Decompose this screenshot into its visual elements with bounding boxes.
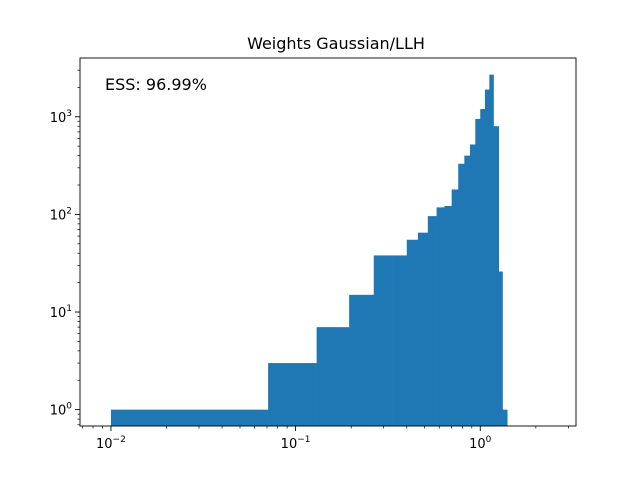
histogram-bar-0 (110, 409, 269, 426)
y-tick-label-2: 102 (50, 206, 72, 223)
y-tick-label-0: 100 (50, 402, 73, 419)
histogram-bar-18 (489, 74, 494, 426)
histogram-bar-7 (417, 232, 429, 426)
histogram-bar-1 (268, 363, 317, 426)
histogram-bar-14 (470, 144, 476, 426)
histogram-bar-17 (484, 89, 490, 426)
y-tick-label-1: 101 (50, 304, 72, 321)
histogram-bar-21 (502, 409, 508, 426)
plot-frame (79, 57, 577, 427)
histogram-bar-9 (436, 207, 445, 426)
histogram-bar-8 (427, 216, 437, 426)
x-tick-label-1: 10−1 (281, 435, 311, 452)
chart-title: Weights Gaussian/LLH (247, 34, 425, 53)
x-tick-label-2: 100 (469, 435, 492, 452)
ess-annotation: ESS: 96.99% (105, 75, 207, 94)
histogram-bar-12 (458, 163, 465, 426)
histogram-bar-16 (480, 109, 486, 427)
x-tick-label-0: 10−2 (96, 435, 126, 452)
histogram-bar-13 (464, 155, 471, 426)
histogram-bar-15 (475, 118, 481, 426)
histogram-bar-4 (373, 255, 393, 426)
histogram-bar-3 (349, 294, 375, 426)
histogram-bar-10 (444, 205, 452, 426)
histogram-bar-2 (316, 327, 350, 426)
histogram-bar-11 (451, 189, 459, 426)
y-axis: 100 101 102 103 (50, 69, 80, 426)
x-axis: 10−2 10−1 100 (81, 426, 569, 452)
histogram-bars (110, 74, 508, 427)
histogram-bar-19 (493, 126, 500, 427)
y-tick-label-3: 103 (50, 109, 72, 126)
histogram-bar-5 (392, 255, 408, 426)
histogram-bar-20 (498, 271, 503, 426)
histogram-bar-6 (406, 239, 419, 426)
